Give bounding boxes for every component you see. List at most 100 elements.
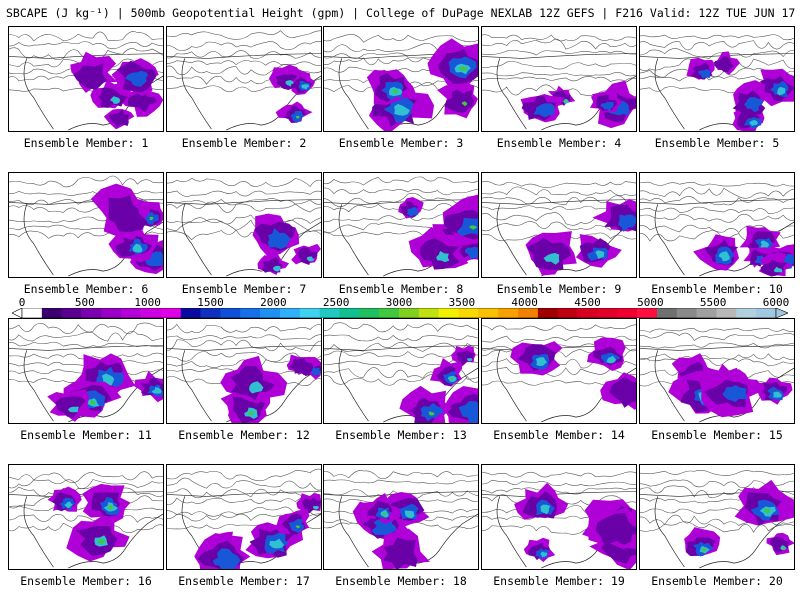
colorbar: 0 500 1000 1500 2000 2500 3000 3500 4000 4500 5000…	[12, 296, 790, 320]
colorbar-swatch	[279, 308, 301, 318]
ensemble-member-map	[323, 318, 479, 424]
figure-title: SBCAPE (J kg⁻¹) | 500mb Geopotential Hei…	[6, 6, 800, 20]
colorbar-max-arrow	[775, 308, 788, 318]
colorbar-swatch	[438, 308, 459, 318]
ensemble-member-map	[166, 26, 322, 132]
colorbar-tick-label: 6000	[762, 296, 790, 309]
height-contour	[167, 213, 321, 225]
colorbar-swatch	[22, 308, 43, 318]
cape-area-peak	[449, 377, 454, 380]
colorbar-swatch	[557, 308, 578, 318]
ensemble-member-map	[481, 26, 637, 132]
height-contour	[640, 34, 794, 41]
cape-area-peak	[108, 504, 114, 510]
colorbar-swatch	[339, 308, 360, 318]
height-contour	[640, 48, 794, 59]
cape-area-core	[436, 251, 450, 263]
cape-area-core	[467, 357, 473, 362]
ensemble-member-label: Ensemble Member: 2	[181, 136, 307, 150]
colorbar-swatch	[260, 308, 281, 318]
cape-area-high	[458, 400, 478, 423]
colorbar-swatch	[597, 308, 618, 318]
colorbar-swatch	[101, 308, 122, 318]
height-contour	[167, 50, 321, 59]
cape-area-peak	[564, 99, 568, 102]
cape-area-high	[533, 103, 555, 118]
cape-area-mid	[297, 247, 318, 266]
ensemble-member-map	[481, 172, 637, 278]
height-contour	[324, 33, 478, 43]
height-contour	[167, 177, 321, 187]
map-plot	[324, 176, 478, 277]
colorbar-tick-label: 5500	[699, 296, 727, 309]
cape-area-mid	[55, 396, 86, 419]
ensemble-member-map	[481, 464, 637, 570]
colorbar-tick-labels: 0 500 1000 1500 2000 2500 3000 3500 4000 4500 5000…	[12, 296, 790, 309]
ensemble-member-map	[639, 318, 795, 424]
colorbar-tick-label: 500	[74, 296, 95, 309]
border-line	[640, 53, 794, 59]
cape-area-mid	[444, 89, 474, 113]
ensemble-member-map	[323, 26, 479, 132]
cape-area-peak	[764, 508, 770, 514]
height-contour	[482, 49, 636, 56]
cape-area-core	[404, 510, 415, 519]
cape-area-core	[606, 355, 617, 364]
colorbar-swatch	[220, 308, 241, 318]
cape-area-core	[773, 391, 782, 398]
map-plot	[640, 34, 794, 131]
height-contour	[482, 186, 636, 196]
ensemble-member-label: Ensemble Member: 4	[496, 136, 622, 150]
ensemble-member-map	[166, 318, 322, 424]
cape-area-peak	[782, 546, 786, 550]
height-contour	[167, 323, 321, 334]
height-contour	[640, 521, 794, 533]
border-line	[167, 491, 321, 497]
border-line	[482, 199, 636, 205]
height-contour	[167, 190, 321, 197]
cape-area-high	[722, 385, 748, 403]
ensemble-member-label: Ensemble Member: 14	[493, 428, 625, 442]
ensemble-member-label: Ensemble Member: 9	[496, 282, 622, 296]
colorbar-tick-label: 3000	[385, 296, 413, 309]
colorbar-tick-label: 4000	[511, 296, 538, 309]
height-contour	[9, 341, 163, 348]
cape-area-peak	[468, 225, 478, 230]
cape-area-high	[600, 101, 615, 112]
cape-area-core	[306, 256, 315, 262]
map-plot	[167, 177, 321, 277]
ensemble-member-label: Ensemble Member: 3	[338, 136, 464, 150]
cape-area-mid	[73, 63, 107, 90]
map-plot	[640, 470, 794, 569]
colorbar-tick-label: 5000	[637, 296, 664, 309]
ensemble-member-label: Ensemble Member: 15	[651, 428, 783, 442]
cape-area-mid	[526, 237, 572, 271]
map-plot	[167, 30, 321, 131]
cape-area-peak	[90, 399, 96, 405]
cape-area-high	[618, 214, 636, 232]
colorbar-swatch	[537, 308, 559, 318]
coastline	[181, 58, 321, 131]
colorbar-tick-label: 1500	[197, 296, 224, 309]
map-plot	[167, 323, 321, 423]
height-contour	[482, 324, 636, 332]
colorbar-tick-label: 4500	[574, 296, 601, 309]
height-contour	[324, 470, 478, 479]
ensemble-member-label: Ensemble Member: 18	[335, 574, 467, 588]
cape-area-peak	[461, 101, 468, 107]
ensemble-member-map	[323, 172, 479, 278]
height-contour	[167, 334, 321, 341]
height-contour	[324, 479, 478, 485]
height-contour	[9, 175, 163, 188]
height-contour	[482, 34, 636, 42]
height-contour	[482, 471, 636, 478]
height-contour	[482, 479, 636, 487]
height-contour	[9, 513, 163, 523]
cape-area-mid	[289, 357, 314, 376]
colorbar-swatch	[498, 308, 519, 318]
colorbar-swatch	[577, 308, 598, 318]
ensemble-member-label: Ensemble Member: 16	[20, 574, 152, 588]
coastline	[496, 204, 636, 277]
colorbar-swatch	[379, 308, 400, 318]
cape-area-core	[749, 120, 758, 126]
